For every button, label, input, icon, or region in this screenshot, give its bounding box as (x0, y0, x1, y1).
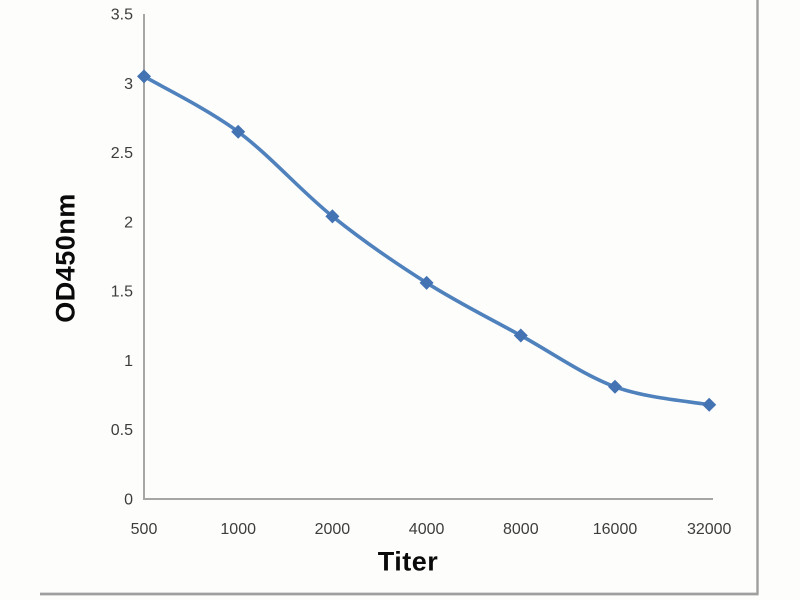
y-tick-label: 0.5 (111, 422, 133, 439)
y-tick-label: 1 (124, 353, 133, 370)
series-line (142, 74, 711, 407)
x-tick-label: 500 (131, 521, 158, 538)
data-point-marker (419, 275, 434, 290)
y-axis-title: OD450nm (50, 193, 81, 323)
x-tick-label: 16000 (593, 521, 638, 538)
x-tick-label: 1000 (220, 521, 256, 538)
x-tick-label: 4000 (409, 521, 445, 538)
x-tick-label: 8000 (503, 521, 539, 538)
data-point-marker (325, 209, 340, 224)
data-point-marker (702, 397, 717, 412)
data-point-marker (607, 379, 623, 394)
y-tick-label: 1.5 (111, 284, 133, 301)
y-tick-label: 0 (124, 492, 133, 509)
x-tick-label: 32000 (687, 521, 732, 538)
y-tick-label: 2 (124, 214, 133, 231)
x-tick-label: 2000 (315, 521, 351, 538)
x-axis-title: Titer (377, 546, 439, 577)
y-tick-label: 3.5 (111, 7, 133, 24)
y-tick-label: 2.5 (111, 145, 133, 162)
data-point-marker (513, 328, 528, 343)
data-point-marker (136, 69, 152, 84)
data-point-marker (231, 124, 246, 139)
y-tick-label: 3 (124, 76, 133, 93)
